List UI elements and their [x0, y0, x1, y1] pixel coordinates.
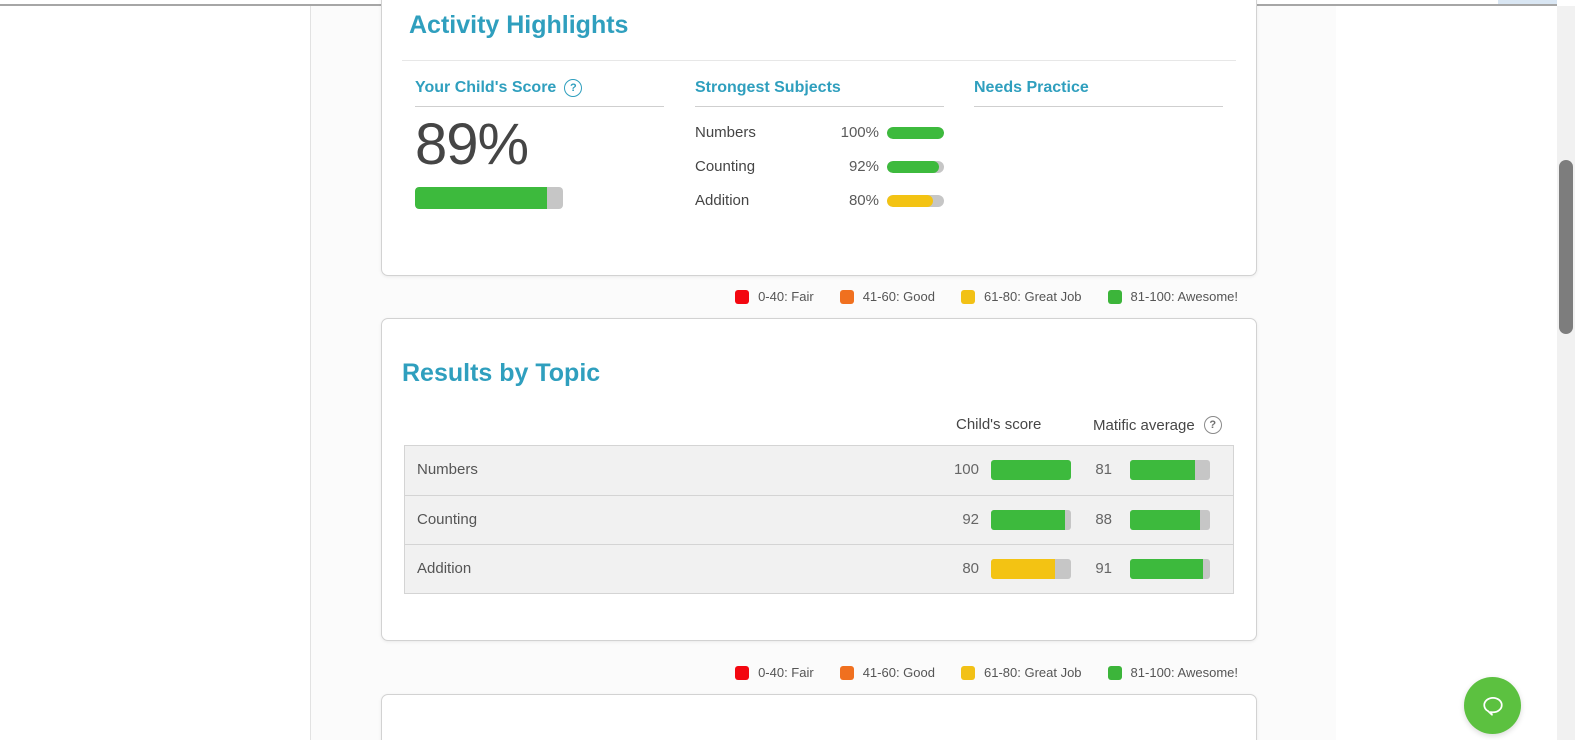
legend-label: 0-40: Fair	[758, 289, 814, 304]
subject-percent: 100%	[840, 124, 879, 141]
legend-label: 81-100: Awesome!	[1130, 289, 1238, 304]
child-score-bar-track	[991, 460, 1071, 480]
needs-practice-heading-row: Needs Practice	[974, 79, 1223, 107]
topic-label: Numbers	[417, 461, 478, 478]
table-row-numbers: Numbers 100 81	[405, 446, 1233, 495]
legend-label: 41-60: Good	[862, 665, 935, 680]
scrollbar-track[interactable]	[1557, 6, 1575, 740]
subject-bar-track	[887, 126, 944, 139]
subject-row: Numbers 100%	[695, 124, 944, 141]
table-row-addition: Addition 80 91	[405, 544, 1233, 593]
child-score-value: 100	[953, 461, 979, 478]
top-right-highlight	[1498, 0, 1557, 4]
legend-swatch-green	[1107, 665, 1122, 680]
average-bar-track	[1130, 460, 1210, 480]
subject-row: Addition 80%	[695, 192, 944, 209]
your-childs-score-heading-row: Your Child's Score ?	[415, 79, 664, 107]
average-value: 81	[1095, 461, 1112, 478]
subject-bar-fill	[887, 126, 944, 139]
needs-practice-heading: Needs Practice	[974, 79, 1089, 96]
matific-average-label: Matific average	[1093, 416, 1195, 434]
topic-label: Counting	[417, 511, 478, 528]
average-bar-fill	[1130, 460, 1195, 480]
legend-label: 41-60: Good	[862, 289, 935, 304]
your-childs-score-section: Your Child's Score ? 89%	[415, 79, 664, 209]
sidebar-divider	[310, 6, 311, 740]
chat-bubble-icon	[1482, 696, 1503, 716]
strongest-subjects-section: Strongest Subjects Numbers 100% Counting…	[695, 79, 944, 209]
strongest-subjects-heading-row: Strongest Subjects	[695, 79, 944, 107]
legend-swatch-yellow	[960, 665, 975, 680]
subject-bar-track	[887, 194, 944, 207]
subject-name: Numbers	[695, 124, 756, 141]
score-help-icon[interactable]: ?	[564, 79, 583, 97]
average-bar-fill	[1130, 559, 1203, 579]
score-legend: 0-40: Fair 41-60: Good 61-80: Great Job …	[735, 665, 1238, 680]
legend-label: 0-40: Fair	[758, 665, 814, 680]
legend-swatch-green	[1107, 289, 1122, 304]
legend-item-good: 41-60: Good	[839, 289, 935, 304]
strongest-subjects-heading: Strongest Subjects	[695, 79, 841, 96]
help-chat-button[interactable]	[1464, 677, 1521, 734]
score-legend: 0-40: Fair 41-60: Good 61-80: Great Job …	[735, 289, 1238, 304]
average-help-icon[interactable]: ?	[1203, 416, 1222, 434]
average-value: 91	[1095, 560, 1112, 577]
average-value: 88	[1095, 511, 1112, 528]
your-childs-score-heading: Your Child's Score	[415, 79, 557, 96]
results-by-topic-title: Results by Topic	[402, 359, 601, 387]
child-score-bar-track	[991, 510, 1071, 530]
subject-name: Counting	[695, 158, 756, 175]
legend-item-great-job: 61-80: Great Job	[960, 665, 1082, 680]
activity-highlights-title: Activity Highlights	[409, 11, 629, 39]
average-bar-fill	[1130, 510, 1201, 530]
childs-score-column-header: Child's score	[956, 416, 1042, 433]
legend-item-awesome: 81-100: Awesome!	[1107, 289, 1238, 304]
topic-label: Addition	[417, 560, 472, 577]
child-score-value: 89%	[415, 112, 529, 177]
subject-name: Addition	[695, 192, 750, 209]
results-table: Numbers 100 81 Counting 92 88 Addition 8…	[404, 445, 1234, 594]
legend-item-great-job: 61-80: Great Job	[960, 289, 1082, 304]
subject-bar-fill	[887, 194, 933, 207]
subject-row: Counting 92%	[695, 158, 944, 175]
legend-swatch-red	[735, 289, 750, 304]
legend-swatch-yellow	[960, 289, 975, 304]
subject-percent: 80%	[848, 192, 879, 209]
legend-swatch-orange	[839, 289, 854, 304]
subject-bar-track	[887, 160, 944, 173]
matific-average-column-header: Matific average ?	[1093, 416, 1222, 434]
legend-item-good: 41-60: Good	[839, 665, 935, 680]
legend-label: 81-100: Awesome!	[1130, 665, 1238, 680]
child-score-bar-fill	[991, 460, 1071, 480]
scrollbar-thumb[interactable]	[1559, 160, 1573, 334]
activity-highlights-card: Activity Highlights Your Child's Score ?…	[381, 0, 1257, 276]
legend-swatch-orange	[839, 665, 854, 680]
legend-swatch-red	[735, 665, 750, 680]
table-row-counting: Counting 92 88	[405, 495, 1233, 544]
legend-item-awesome: 81-100: Awesome!	[1107, 665, 1238, 680]
legend-item-fair: 0-40: Fair	[735, 665, 814, 680]
subject-bar-fill	[887, 160, 940, 173]
legend-label: 61-80: Great Job	[983, 289, 1082, 304]
subject-percent: 92%	[848, 158, 879, 175]
child-score-bar-fill	[991, 559, 1055, 579]
child-score-bar-fill	[415, 187, 547, 209]
child-score-bar-track	[415, 187, 563, 209]
child-score-value: 92	[962, 511, 979, 528]
next-section-card	[381, 694, 1257, 740]
average-bar-track	[1130, 510, 1210, 530]
needs-practice-section: Needs Practice	[974, 79, 1223, 107]
legend-label: 61-80: Great Job	[983, 665, 1082, 680]
child-score-value: 80	[962, 560, 979, 577]
card-title-divider	[402, 60, 1236, 61]
average-bar-track	[1130, 559, 1210, 579]
legend-item-fair: 0-40: Fair	[735, 289, 814, 304]
child-score-bar-track	[991, 559, 1071, 579]
results-by-topic-card: Results by Topic Child's score Matific a…	[381, 318, 1257, 641]
child-score-bar-fill	[991, 510, 1065, 530]
